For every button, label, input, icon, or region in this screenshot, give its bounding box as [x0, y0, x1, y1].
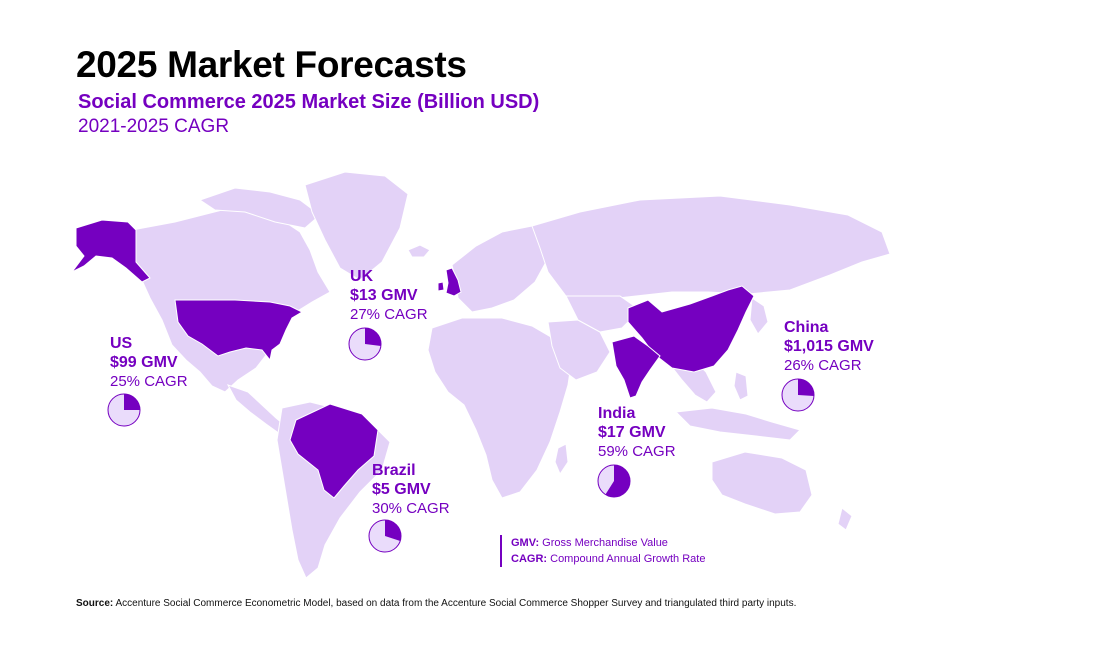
legend-cagr-key: CAGR:	[511, 553, 548, 565]
market-name: India	[598, 405, 636, 422]
chart-subtitle-cagr: 2021-2025 CAGR	[78, 116, 230, 137]
source-text: Accenture Social Commerce Econometric Mo…	[113, 598, 797, 609]
legend-cagr-text: Compound Annual Growth Rate	[547, 553, 706, 565]
land-arctic-islands	[198, 187, 321, 229]
country-brazil	[289, 403, 379, 499]
country-india	[611, 335, 661, 399]
cagr-pies	[107, 327, 815, 553]
land-europe	[451, 225, 553, 313]
market-name: UK	[350, 268, 374, 285]
pie-slice-brazil	[385, 520, 402, 541]
land-russia	[531, 195, 891, 301]
legend-gmv-key: GMV:	[511, 537, 540, 549]
land-japan	[749, 297, 769, 335]
market-cagr: 26% CAGR	[784, 357, 862, 374]
source-note: Source: Accenture Social Commerce Econom…	[76, 598, 796, 609]
land-base	[131, 171, 891, 579]
land-africa	[427, 317, 573, 499]
highlighted-countries	[71, 219, 755, 499]
market-gmv: $17 GMV	[598, 424, 666, 441]
market-gmv: $13 GMV	[350, 287, 418, 304]
market-cagr: 25% CAGR	[110, 373, 188, 390]
country-uk-ireland	[437, 281, 445, 292]
land-central-asia	[565, 295, 641, 333]
pie-slice-india	[605, 465, 631, 497]
callout-china: China $1,015 GMV 26% CAGR	[784, 318, 874, 375]
legend-gmv-text: Gross Merchandise Value	[539, 537, 668, 549]
callout-us: US $99 GMV 25% CAGR	[110, 334, 188, 391]
callout-india: India $17 GMV 59% CAGR	[598, 404, 676, 461]
market-cagr: 30% CAGR	[372, 500, 450, 517]
country-uk	[445, 267, 462, 297]
market-gmv: $99 GMV	[110, 354, 178, 371]
land-philippines	[733, 371, 749, 401]
chart-subtitle: Social Commerce 2025 Market Size (Billio…	[78, 91, 540, 113]
market-name: Brazil	[372, 462, 416, 479]
market-cagr: 59% CAGR	[598, 443, 676, 460]
country-alaska	[71, 219, 151, 283]
market-gmv: $5 GMV	[372, 481, 431, 498]
market-cagr: 27% CAGR	[350, 306, 428, 323]
country-us	[174, 299, 304, 362]
legend-cagr: CAGR: Compound Annual Growth Rate	[511, 551, 705, 567]
land-indonesia	[674, 407, 801, 441]
land-iceland	[407, 244, 431, 258]
land-australia	[711, 451, 813, 515]
legend-gmv: GMV: Gross Merchandise Value	[511, 535, 705, 551]
legend: GMV: Gross Merchandise Value CAGR: Compo…	[500, 535, 705, 567]
land-new-zealand	[837, 507, 853, 531]
land-madagascar	[554, 443, 569, 476]
pie-slice-china	[798, 379, 815, 396]
market-name: US	[110, 335, 133, 352]
pie-slice-us	[124, 394, 140, 410]
callout-brazil: Brazil $5 GMV 30% CAGR	[372, 461, 450, 518]
source-label: Source:	[76, 598, 114, 609]
market-name: China	[784, 319, 829, 336]
market-gmv: $1,015 GMV	[784, 338, 874, 355]
page-title: 2025 Market Forecasts	[76, 44, 467, 85]
land-greenland	[304, 171, 409, 281]
callout-uk: UK $13 GMV 27% CAGR	[350, 267, 428, 324]
pie-slice-uk	[365, 328, 381, 347]
